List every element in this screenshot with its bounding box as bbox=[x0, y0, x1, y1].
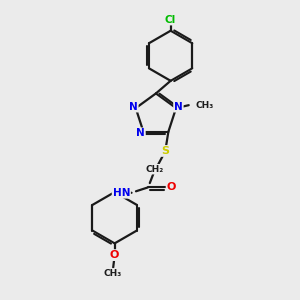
Text: Cl: Cl bbox=[165, 15, 176, 25]
Text: N: N bbox=[136, 128, 145, 138]
Text: S: S bbox=[161, 146, 169, 156]
Text: O: O bbox=[110, 250, 119, 260]
Text: CH₃: CH₃ bbox=[103, 269, 122, 278]
Text: N: N bbox=[174, 102, 183, 112]
Text: CH₃: CH₃ bbox=[196, 101, 214, 110]
Text: O: O bbox=[167, 182, 176, 193]
Text: HN: HN bbox=[112, 188, 130, 198]
Text: N: N bbox=[129, 102, 138, 112]
Text: CH₂: CH₂ bbox=[146, 165, 164, 174]
